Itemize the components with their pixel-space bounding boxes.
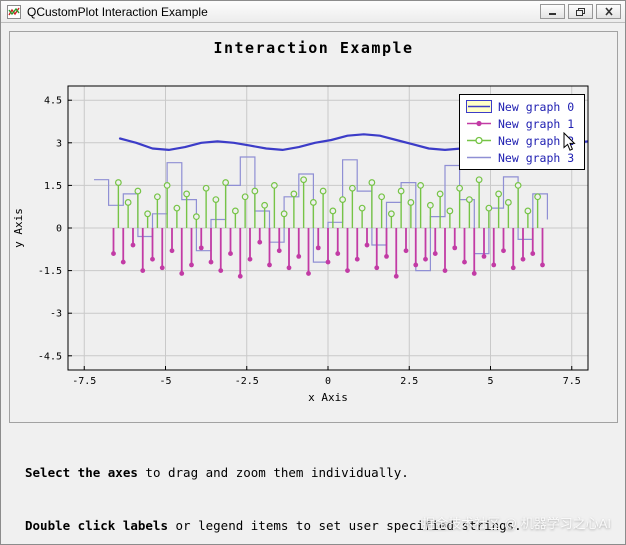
legend-item-label[interactable]: New graph 0 — [498, 99, 575, 114]
svg-text:0: 0 — [56, 224, 62, 235]
svg-text:3: 3 — [56, 138, 62, 149]
window-title: QCustomPlot Interaction Example — [27, 4, 208, 19]
legend-item-label[interactable]: New graph 3 — [498, 150, 575, 165]
title-bar[interactable]: QCustomPlot Interaction Example — [1, 1, 625, 23]
svg-text:2.5: 2.5 — [400, 376, 418, 387]
legend-item[interactable]: New graph 1 — [460, 115, 584, 132]
maximize-button[interactable] — [568, 4, 593, 19]
close-icon — [604, 7, 613, 16]
legend-item[interactable]: New graph 0 — [460, 98, 584, 115]
close-button[interactable] — [596, 4, 621, 19]
svg-text:-5: -5 — [159, 376, 171, 387]
plot-widget-frame: Interaction Example -7.5 -5 -2.5 0 2.5 5 7.5 4.… — [9, 31, 618, 423]
watermark: 掘金技术社区 @ 机器学习之心AI — [422, 516, 611, 531]
legend-item[interactable]: New graph 3 — [460, 149, 584, 166]
instructions-text: Select the axes to drag and zoom them in… — [25, 429, 544, 544]
svg-text:-1.5: -1.5 — [38, 266, 62, 277]
app-icon[interactable] — [7, 4, 21, 19]
svg-text:0: 0 — [325, 376, 331, 387]
legend-item[interactable]: New graph 2 — [460, 132, 584, 149]
minimize-button[interactable] — [540, 4, 565, 19]
legend-item-label[interactable]: New graph 2 — [498, 133, 575, 148]
legend-swatch-icon — [466, 100, 492, 113]
instruction-line: Double click labels or legend items to s… — [25, 517, 522, 533]
svg-text:4.5: 4.5 — [44, 96, 62, 107]
plot-legend[interactable]: New graph 0 New graph 1 New graph 2 New gra… — [459, 94, 585, 170]
mouse-cursor-icon — [563, 132, 576, 151]
window-controls — [540, 4, 621, 19]
instruction-line: Select the axes to drag and zoom them in… — [25, 465, 409, 480]
legend-swatch-icon — [467, 136, 491, 145]
legend-swatch-icon — [467, 156, 491, 159]
svg-text:x Axis: x Axis — [308, 391, 348, 404]
svg-text:1.5: 1.5 — [44, 181, 62, 192]
svg-text:-7.5: -7.5 — [72, 376, 96, 387]
plot-title[interactable]: Interaction Example — [213, 39, 414, 57]
restore-icon — [576, 7, 585, 16]
svg-text:-4.5: -4.5 — [38, 351, 62, 362]
svg-text:y Axis: y Axis — [12, 208, 25, 248]
svg-text:-2.5: -2.5 — [235, 376, 259, 387]
svg-text:7.5: 7.5 — [563, 376, 581, 387]
legend-item-label[interactable]: New graph 1 — [498, 116, 575, 131]
svg-text:5: 5 — [487, 376, 493, 387]
svg-text:-3: -3 — [50, 309, 62, 320]
legend-swatch-icon — [467, 120, 491, 127]
minimize-icon — [549, 13, 556, 15]
